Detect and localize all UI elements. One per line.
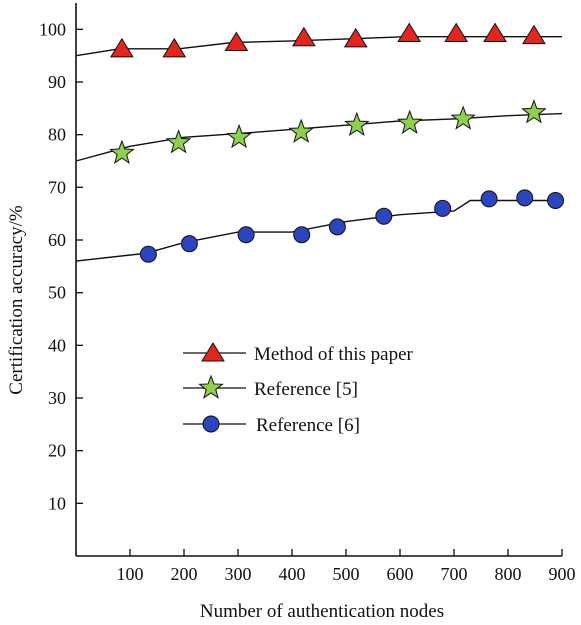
data-point-circle	[516, 189, 534, 207]
y-tick-label: 80	[48, 125, 66, 145]
y-tick-label: 20	[48, 441, 66, 461]
y-tick-label: 70	[48, 177, 66, 197]
data-point-triangle	[397, 22, 422, 43]
x-tick-label: 800	[495, 564, 522, 584]
data-point-star	[396, 109, 423, 134]
y-tick-label: 40	[48, 335, 66, 355]
x-tick-label: 400	[279, 564, 306, 584]
x-tick-label: 100	[117, 564, 144, 584]
data-point-star	[450, 105, 476, 130]
series-line-3	[75, 199, 562, 262]
data-point-triangle	[110, 37, 134, 58]
data-point-triangle	[522, 24, 546, 45]
data-point-circle	[480, 190, 498, 208]
x-axis-title: Number of authentication nodes	[200, 601, 444, 622]
legend-item-method: Method of this paper	[183, 342, 414, 365]
x-axis-ticks: 100 200 300 400 500 600 700 800 900	[117, 549, 576, 584]
data-point-star	[521, 99, 547, 124]
legend-marker-circle-icon	[202, 415, 220, 433]
legend-label-ref6: Reference [6]	[256, 415, 360, 436]
data-point-circle	[375, 207, 393, 225]
legend-marker-triangle-icon	[201, 342, 225, 362]
legend-marker-star-icon	[198, 374, 224, 399]
data-point-triangle	[343, 27, 368, 48]
data-point-star	[226, 123, 252, 149]
y-axis-title: Certification accuracy/%	[6, 205, 27, 395]
data-point-star	[288, 118, 314, 143]
y-tick-label: 60	[48, 230, 66, 250]
series-lines	[75, 36, 563, 262]
y-tick-label: 10	[48, 493, 66, 513]
data-point-triangle	[444, 22, 469, 43]
y-tick-label: 50	[48, 283, 66, 303]
x-tick-label: 200	[171, 564, 198, 584]
x-tick-label: 500	[333, 564, 360, 584]
series-line-2	[75, 112, 563, 162]
data-point-triangle	[162, 37, 187, 58]
data-point-star	[109, 139, 135, 164]
data-point-circle	[139, 245, 157, 263]
plot-frame	[75, 3, 562, 557]
legend-item-ref6: Reference [6]	[183, 415, 360, 436]
series-line-1	[75, 36, 562, 57]
data-point-circle	[237, 226, 255, 244]
y-tick-label: 30	[48, 388, 66, 408]
legend-item-ref5: Reference [5]	[183, 374, 358, 400]
x-tick-label: 700	[441, 564, 468, 584]
x-tick-label: 600	[387, 564, 414, 584]
series-markers	[109, 22, 565, 263]
data-point-circle	[180, 235, 198, 253]
legend-label-method: Method of this paper	[254, 344, 414, 365]
legend-label-ref5: Reference [5]	[254, 379, 358, 400]
y-tick-label: 90	[48, 72, 66, 92]
legend: Method of this paper Reference [5] Refer…	[183, 342, 414, 436]
data-point-triangle	[291, 26, 316, 47]
data-point-circle	[328, 218, 346, 236]
x-tick-label: 300	[225, 564, 252, 584]
data-point-circle	[293, 226, 311, 244]
y-axis-ticks: 10 20 30 40 50 60 70 80 90 100	[39, 19, 83, 513]
data-point-circle	[434, 199, 452, 217]
data-point-circle	[547, 192, 565, 209]
x-tick-label: 900	[549, 564, 576, 584]
y-tick-label: 100	[39, 19, 66, 39]
data-point-star	[165, 129, 192, 154]
data-point-triangle	[483, 22, 507, 43]
data-point-star	[344, 111, 370, 137]
data-point-triangle	[224, 31, 249, 51]
